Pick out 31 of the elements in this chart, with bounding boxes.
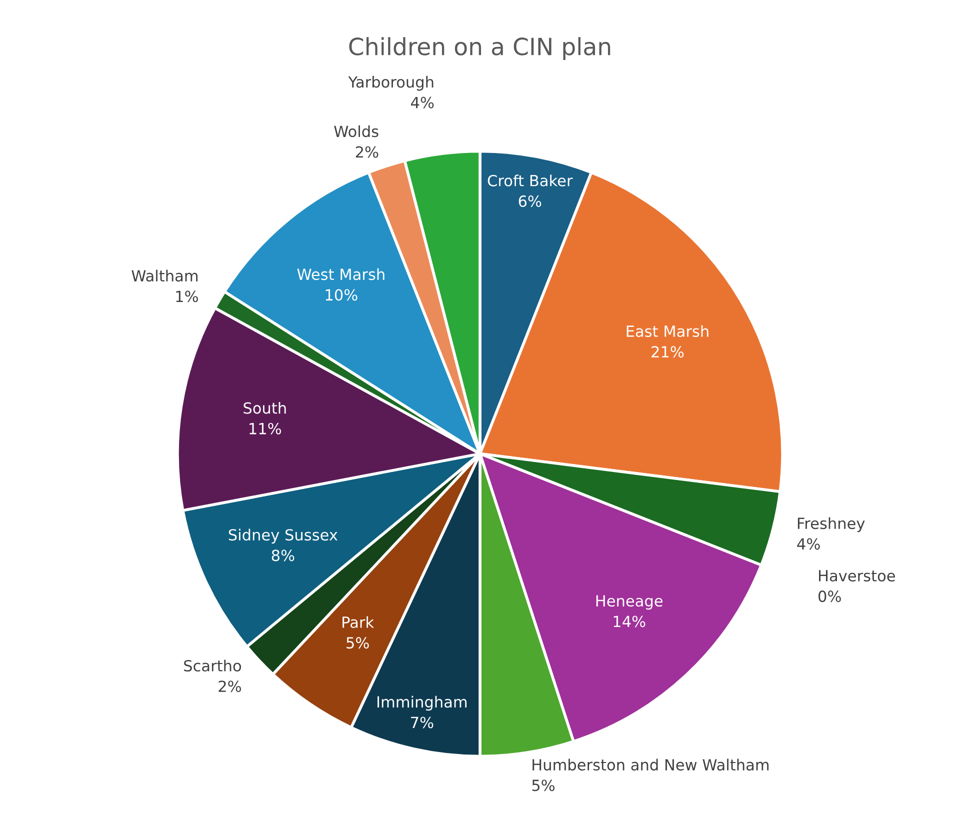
slice-label: Waltham <box>132 270 198 282</box>
slice-label: Park <box>342 616 374 628</box>
slice-label: Scartho <box>184 660 242 672</box>
category-label: Haverstoe <box>819 570 895 582</box>
data-label: 4% <box>411 96 434 108</box>
data-label: 10% <box>326 289 358 301</box>
chart-title: Children on a CIN plan <box>349 37 610 60</box>
data-label: 6% <box>518 195 542 207</box>
data-label: 1% <box>176 290 198 302</box>
data-label: 2% <box>218 680 242 692</box>
data-label: 11% <box>250 422 282 434</box>
data-label: 2% <box>356 146 378 158</box>
data-label: 21% <box>652 346 684 358</box>
slice-label: Sidney Sussex <box>228 528 338 544</box>
data-label: 8% <box>272 550 294 562</box>
slice-label: East Marsh <box>626 325 708 338</box>
slice-label: Humberston and New Waltham <box>532 758 769 771</box>
slice-label: Yarborough <box>348 76 434 91</box>
text: 0% <box>818 590 841 602</box>
slice-label: Immingham <box>378 696 467 711</box>
data-label: 5% <box>346 637 369 649</box>
data-label: 7% <box>411 716 434 728</box>
slice-label: South <box>244 402 286 414</box>
slice-label: Croft Baker <box>488 174 573 186</box>
data-label: 14% <box>614 616 646 628</box>
data-label: 4% <box>797 538 820 550</box>
slice-label: Wolds <box>334 125 378 138</box>
slice-label: Heneage <box>596 595 662 610</box>
slice-label: West Marsh <box>297 268 384 280</box>
slice-label: Freshney <box>798 517 865 532</box>
data-label: 5% <box>532 780 554 792</box>
